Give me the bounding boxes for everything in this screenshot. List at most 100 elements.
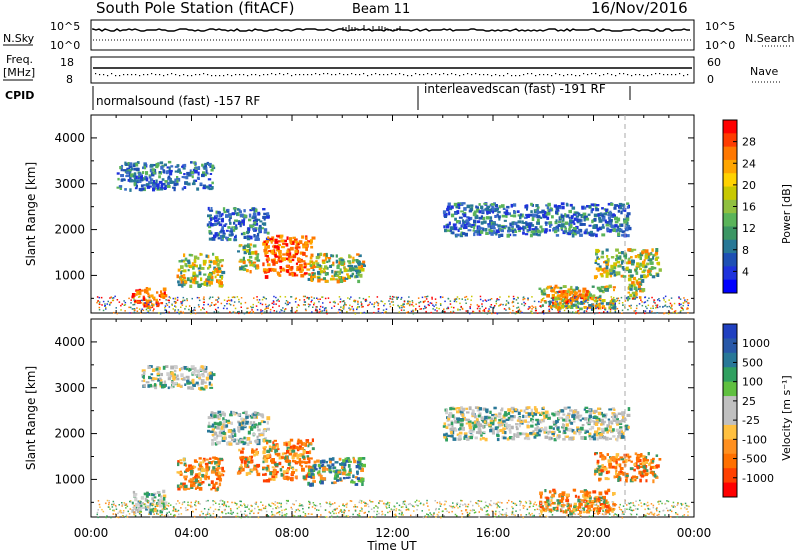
velocity-cell (584, 497, 587, 500)
velocity-cell (301, 468, 305, 472)
power-cell (97, 296, 99, 298)
velocity-cell (506, 419, 510, 421)
velocity-cell (551, 433, 555, 435)
velocity-cell (190, 473, 193, 475)
power-cell (406, 312, 408, 314)
power-cell (184, 300, 186, 302)
power-cell (227, 300, 229, 302)
velocity-cell (193, 466, 196, 468)
power-cell (584, 219, 586, 222)
power-cell (126, 172, 129, 175)
power-cell (343, 300, 345, 302)
power-cell (599, 303, 601, 305)
power-cell (295, 241, 298, 243)
velocity-cell (312, 438, 314, 442)
nave-dot (147, 74, 148, 75)
power-cell (636, 297, 638, 299)
power-cell (253, 304, 255, 306)
freq-unit: [MHz] (3, 66, 35, 79)
velocity-cell (257, 436, 259, 439)
velocity-cell (454, 420, 457, 423)
velocity-cell (469, 429, 472, 431)
power-cell (219, 214, 222, 218)
nave-dot (579, 75, 580, 76)
power-cell (629, 306, 631, 308)
power-cell (643, 269, 646, 271)
power-cell (170, 297, 172, 299)
power-cell (103, 301, 105, 303)
power-cell (613, 303, 615, 305)
power-cell (576, 216, 579, 218)
power-cell (349, 305, 351, 307)
power-cell (491, 298, 493, 300)
power-cell (361, 303, 363, 305)
velocity-cell (353, 458, 355, 461)
velocity-cell (528, 412, 532, 416)
power-cell (160, 161, 163, 164)
power-cell (136, 307, 138, 309)
power-cell (185, 258, 188, 261)
power-cell (291, 296, 293, 298)
power-cell (521, 312, 523, 314)
power-cell (613, 207, 616, 210)
power-cell (361, 265, 363, 268)
velocity-cell (195, 475, 198, 477)
power-cell (246, 311, 248, 313)
power-cell (197, 297, 199, 299)
nave-dot (95, 73, 96, 74)
nave-dot (327, 73, 328, 74)
velocity-cell (565, 427, 568, 430)
power-cell (234, 220, 238, 222)
power-cell (549, 310, 551, 312)
velocity-cell (530, 425, 534, 428)
power-cell (180, 307, 182, 309)
power-cell (585, 300, 587, 302)
power-cell (579, 308, 583, 311)
power-cell (527, 298, 529, 300)
velocity-cell (519, 423, 521, 427)
velocity-cell (544, 489, 546, 492)
power-cell (545, 228, 548, 232)
power-cell (203, 296, 205, 298)
power-cell (456, 234, 460, 237)
power-cell (231, 226, 233, 228)
power-cell (144, 166, 146, 170)
power-cell (194, 310, 196, 312)
power-cell (229, 303, 231, 305)
power-cell (562, 206, 565, 210)
power-cell (625, 300, 627, 302)
power-cell (290, 310, 292, 312)
velocity-cell (295, 447, 299, 450)
power-cell (120, 305, 122, 307)
power-cell (340, 261, 344, 265)
velocity-cell (314, 464, 317, 466)
power-cell (179, 313, 181, 315)
power-cell (585, 293, 588, 296)
nave-dot (251, 74, 252, 75)
power-cell (255, 257, 257, 260)
power-cell (613, 297, 615, 299)
power-cell (596, 303, 598, 305)
power-cell (559, 311, 561, 313)
power-cell (448, 211, 450, 215)
power-cell (245, 265, 248, 267)
velocity-cell (154, 496, 157, 498)
power-cell (99, 304, 101, 306)
power-cell (239, 245, 242, 247)
power-cell (490, 299, 492, 301)
power-cell (244, 236, 247, 239)
power-cell (484, 309, 486, 311)
velocity-cell (332, 467, 334, 470)
power-cell (143, 184, 145, 186)
power-cell (195, 281, 198, 284)
power-cell (444, 301, 446, 303)
power-cell (448, 298, 450, 300)
velocity-cell (549, 490, 552, 493)
power-cell (481, 303, 483, 305)
power-cell (149, 302, 151, 304)
nave-dot (551, 75, 552, 76)
velocity-cell (149, 377, 152, 379)
power-cell (651, 297, 653, 299)
power-cell (494, 305, 496, 307)
power-cell (558, 224, 561, 227)
